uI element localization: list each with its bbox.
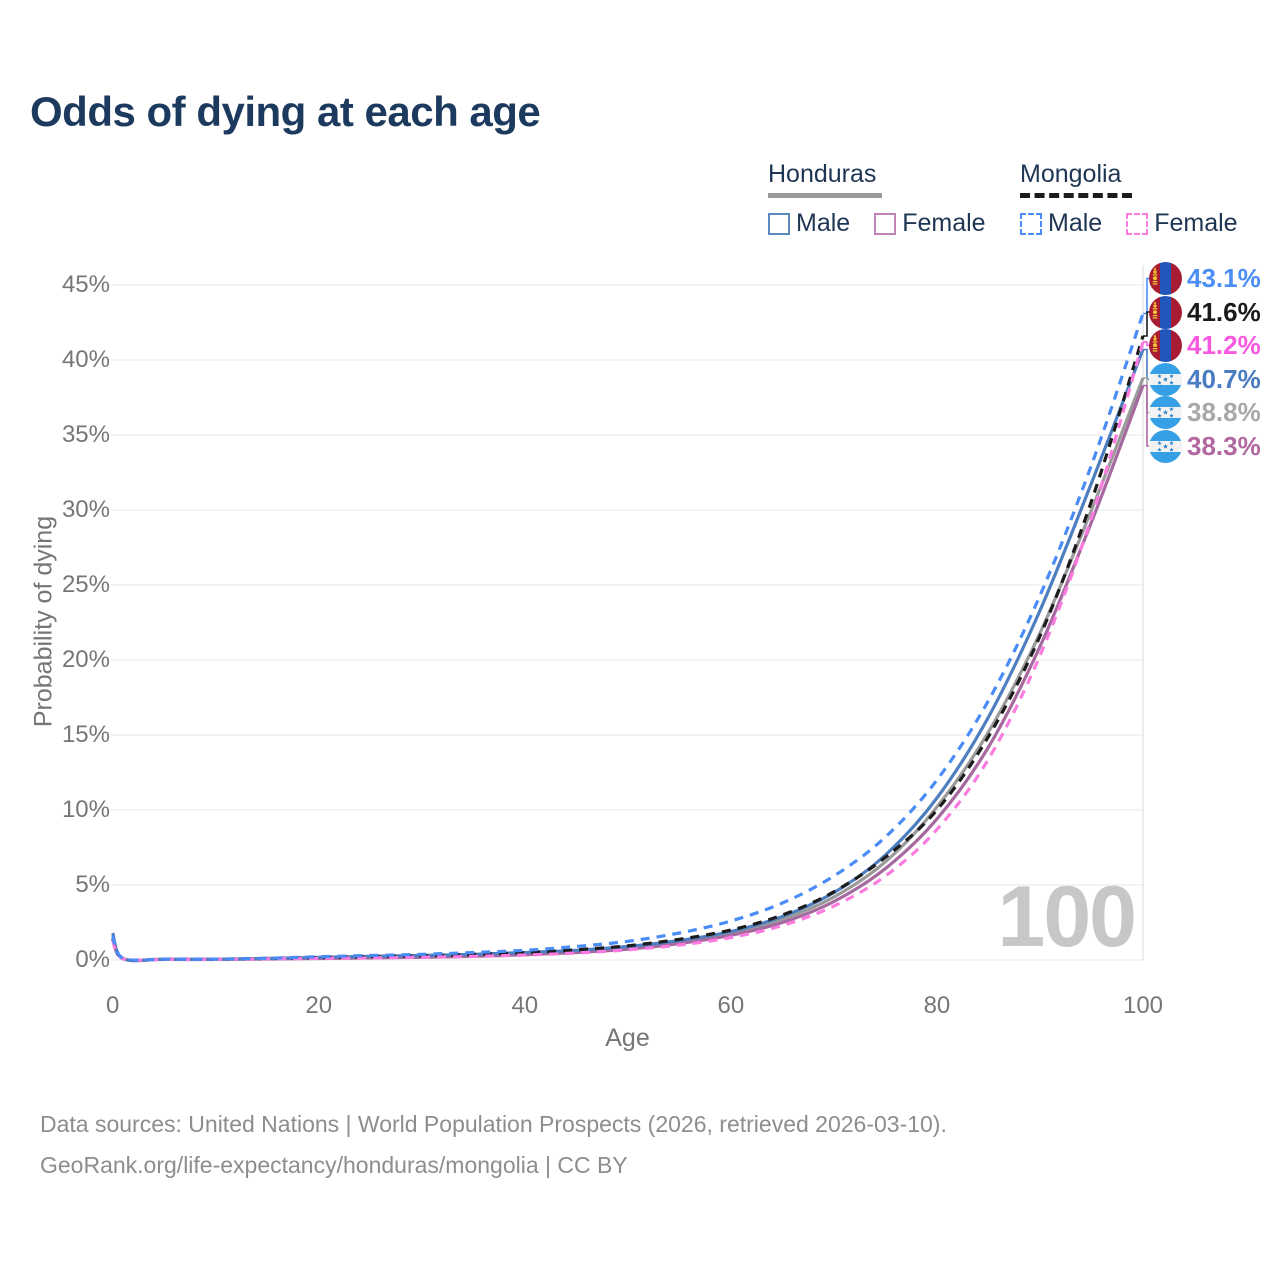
honduras-flag-icon <box>1149 429 1182 463</box>
end-label-value: 38.8% <box>1187 397 1261 427</box>
mongolia-flag-icon <box>1149 262 1182 295</box>
legend-item-label: Male <box>796 209 851 237</box>
end-label-honduras-male: 40.7% <box>1149 362 1261 396</box>
legend-country-mongolia: Mongolia <box>1020 160 1122 188</box>
x-axis-title: Age <box>605 1024 650 1052</box>
series-line-honduras-male <box>111 348 1145 963</box>
footer-line-attribution: GeoRank.org/life-expectancy/honduras/mon… <box>40 1152 628 1178</box>
end-label-leader-line <box>1143 311 1150 337</box>
end-label-value: 41.2% <box>1187 330 1261 360</box>
data-source-footer: Data sources: United Nations | World Pop… <box>40 1104 947 1186</box>
x-tick-label: 100 <box>1122 992 1164 1019</box>
y-axis-title: Probability of dying <box>29 515 58 728</box>
y-tick-label: 20% <box>61 646 110 673</box>
mongolia-female-checkbox[interactable] <box>1126 212 1149 235</box>
legend-item-label: Female <box>1154 209 1238 237</box>
end-label-leader-line <box>1143 341 1150 347</box>
legend-country-honduras: Honduras <box>768 160 877 188</box>
legend-item-honduras-female[interactable]: Female <box>874 209 986 238</box>
end-label-mongolia-male: 43.1% <box>1149 262 1261 295</box>
page-title: Odds of dying at each age <box>30 88 541 135</box>
honduras-male-checkbox[interactable] <box>768 212 790 235</box>
footer-line-sources: Data sources: United Nations | World Pop… <box>40 1111 947 1137</box>
x-tick-label: 40 <box>511 992 539 1019</box>
y-tick-label: 25% <box>61 571 110 598</box>
legend-item-label: Male <box>1048 209 1103 237</box>
x-tick-label: 0 <box>106 992 120 1019</box>
legend-item-honduras-male[interactable]: Male <box>768 209 850 238</box>
y-tick-label: 10% <box>61 796 110 823</box>
y-tick-label: 0% <box>75 946 110 973</box>
end-label-leader-line <box>1143 277 1150 315</box>
end-label-value: 40.7% <box>1187 363 1261 394</box>
series-line-mongolia-male <box>111 312 1145 962</box>
x-tick-label: 60 <box>717 992 745 1019</box>
legend-group-honduras: Honduras Male Female <box>768 160 1018 238</box>
mongolia-flag-icon <box>1149 295 1182 329</box>
legend-item-mongolia-male[interactable]: Male <box>1020 209 1102 238</box>
end-label-mongolia-female: 41.2% <box>1149 329 1261 362</box>
x-tick-label: 80 <box>923 992 951 1019</box>
y-tick-label: 30% <box>61 496 110 523</box>
mongolia-male-checkbox[interactable] <box>1020 212 1042 235</box>
end-label-honduras-female: 38.3% <box>1149 429 1261 463</box>
legend-item-label: Female <box>902 209 986 237</box>
end-label-leader-line <box>1143 384 1150 447</box>
honduras-flag-icon <box>1149 396 1182 429</box>
y-tick-label: 5% <box>75 871 110 898</box>
end-label-mongolia-total: 41.6% <box>1149 295 1261 329</box>
legend-group-mongolia: Mongolia Male Female <box>1020 160 1270 238</box>
mongolia-dashed-line-swatch <box>1020 193 1132 198</box>
end-label-value: 38.3% <box>1187 430 1261 461</box>
honduras-flag-icon <box>1149 362 1182 396</box>
honduras-solid-line-swatch <box>768 193 882 198</box>
age-counter-watermark: 100 <box>997 869 1138 965</box>
y-tick-label: 45% <box>61 271 110 298</box>
y-tick-label: 15% <box>61 721 110 748</box>
series-line-mongolia-total <box>111 335 1145 962</box>
mongolia-flag-icon <box>1149 329 1182 362</box>
end-label-value: 41.6% <box>1187 296 1261 327</box>
legend-item-mongolia-female[interactable]: Female <box>1126 209 1238 238</box>
honduras-female-checkbox[interactable] <box>874 212 897 235</box>
x-tick-label: 20 <box>305 992 333 1019</box>
y-tick-label: 40% <box>61 346 110 373</box>
end-label-leader-line <box>1143 348 1150 380</box>
end-label-value: 43.1% <box>1187 263 1261 293</box>
y-tick-label: 35% <box>61 421 110 448</box>
end-label-honduras-total: 38.8% <box>1149 396 1261 429</box>
